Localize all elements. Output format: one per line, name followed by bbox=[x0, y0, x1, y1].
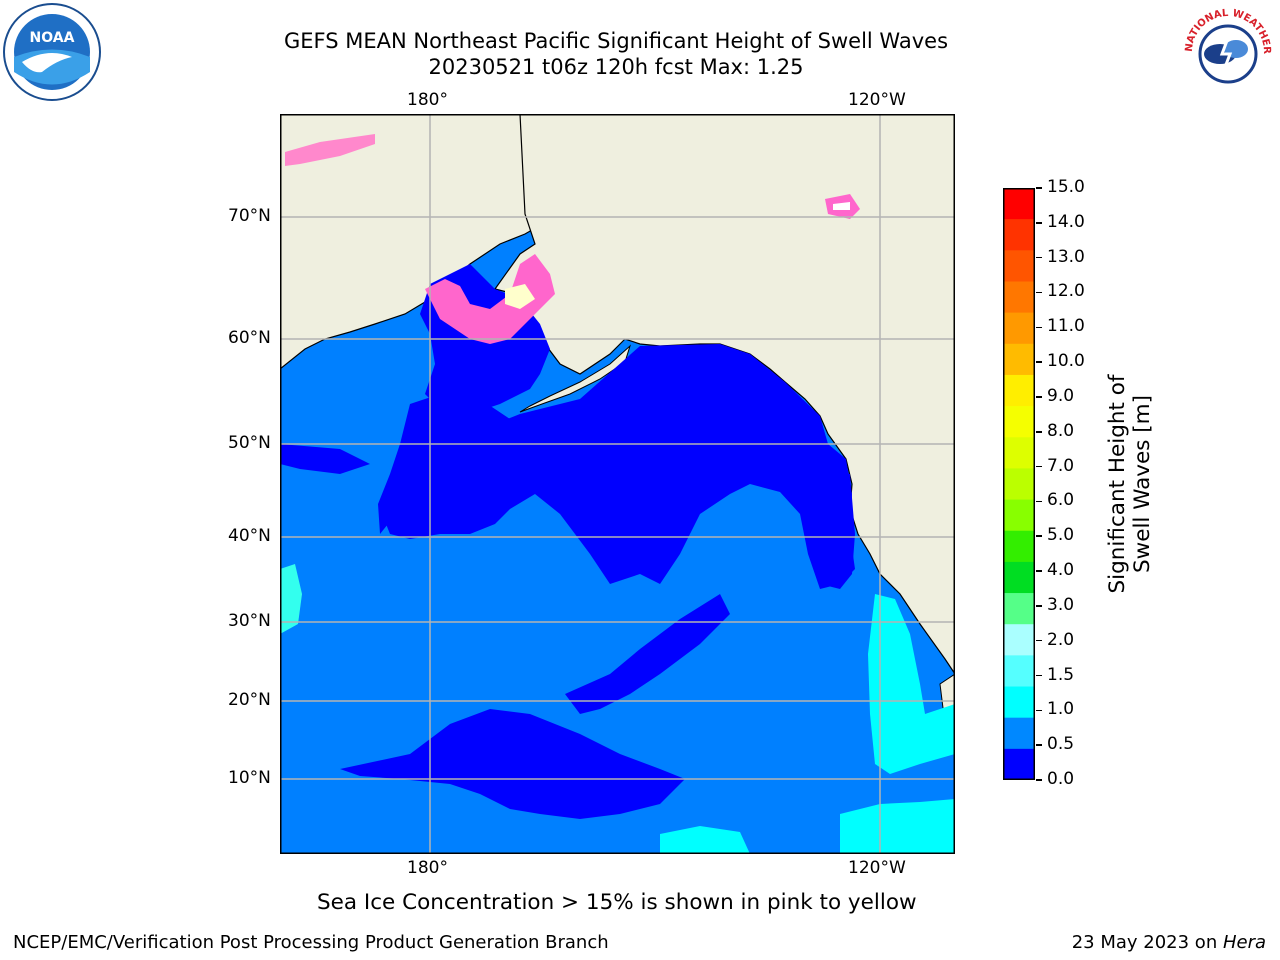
colorbar-tick-mark bbox=[1036, 326, 1042, 329]
colorbar-tick-label: 6.0 bbox=[1047, 490, 1075, 511]
lon-label-top-180: 180° bbox=[407, 90, 448, 110]
colorbar-tick-mark bbox=[1036, 744, 1042, 746]
colorbar-segment bbox=[1003, 748, 1035, 781]
sea-ice-bering bbox=[425, 254, 555, 344]
colorbar-tick-mark bbox=[1036, 222, 1042, 224]
colorbar-tick-label: 7.0 bbox=[1047, 455, 1075, 476]
region-tropical bbox=[340, 709, 685, 819]
colorbar-tick-mark bbox=[1036, 535, 1042, 537]
colorbar-tick-mark bbox=[1036, 431, 1042, 433]
colorbar-tick-label: 4.0 bbox=[1047, 560, 1075, 581]
sea-ice-bering-core bbox=[505, 284, 535, 309]
colorbar-segment bbox=[1003, 499, 1035, 532]
colorbar-segment bbox=[1003, 437, 1035, 469]
sea-ice-arctic bbox=[285, 134, 375, 166]
lon-label-top-120w: 120°W bbox=[848, 90, 906, 110]
colorbar-tick-mark bbox=[1036, 187, 1042, 189]
region-cyan-southeast bbox=[840, 799, 955, 854]
colorbar-segment bbox=[1003, 468, 1035, 501]
colorbar-segment bbox=[1003, 406, 1035, 438]
lat-label-20n: 20°N bbox=[228, 690, 271, 710]
colorbar-tick-label: 12.0 bbox=[1047, 281, 1085, 302]
lat-label-10n: 10°N bbox=[228, 768, 271, 788]
noaa-logo: NOAA bbox=[2, 2, 102, 102]
colorbar-tick-mark bbox=[1036, 500, 1042, 503]
footer-date-text: 23 May 2023 on bbox=[1071, 932, 1223, 953]
sea-ice-caption: Sea Ice Concentration > 15% is shown in … bbox=[317, 890, 917, 915]
region-cyan-south bbox=[660, 826, 750, 854]
land-ak-peninsula bbox=[519, 344, 632, 413]
lon-label-bottom-120w: 120°W bbox=[848, 858, 906, 878]
colorbar-tick-mark bbox=[1036, 779, 1042, 781]
colorbar-tick-mark bbox=[1036, 396, 1042, 398]
colorbar-ticks: 15.0 14.0 13.0 12.0 11.0 10.0 9.0 8.0 7.0 6.0 5.0 4… bbox=[1036, 177, 1096, 789]
colorbar-tick-mark bbox=[1036, 674, 1042, 677]
lon-label-bottom-180: 180° bbox=[407, 858, 448, 878]
colorbar-segment bbox=[1003, 593, 1035, 625]
region-cyan-west bbox=[280, 564, 302, 634]
footer-host: Hera bbox=[1222, 932, 1266, 953]
colorbar-label-text: Significant Height of Swell Waves [m] bbox=[1105, 374, 1155, 594]
colorbar-tick-mark bbox=[1036, 291, 1042, 294]
region-gulf-alaska bbox=[380, 344, 855, 589]
colorbar-tick-label: 1.0 bbox=[1047, 699, 1075, 720]
colorbar-tick-label: 14.0 bbox=[1047, 211, 1085, 232]
footer-credit: NCEP/EMC/Verification Post Processing Pr… bbox=[13, 932, 609, 953]
colorbar-segment bbox=[1003, 530, 1035, 563]
swell-height-map bbox=[279, 113, 956, 854]
colorbar-tick-label: 0.0 bbox=[1047, 769, 1075, 789]
colorbar-segment bbox=[1003, 374, 1035, 407]
colorbar-tick-label: 10.0 bbox=[1047, 351, 1085, 372]
colorbar bbox=[1003, 188, 1035, 781]
nws-logo: NATIONAL WEATHER SERVICE bbox=[1174, 0, 1278, 102]
colorbar-tick-mark bbox=[1036, 570, 1042, 572]
colorbar-tick-mark bbox=[1036, 639, 1042, 642]
colorbar-frame bbox=[1003, 188, 1035, 780]
lat-label-30n: 30°N bbox=[228, 611, 271, 631]
colorbar-tick-mark bbox=[1036, 605, 1042, 607]
colorbar-segment bbox=[1003, 686, 1035, 719]
map-frame bbox=[280, 114, 955, 854]
colorbar-segment bbox=[1003, 655, 1035, 688]
svg-text:NOAA: NOAA bbox=[30, 30, 75, 46]
region-subtropical bbox=[565, 594, 730, 714]
region-n-pacific bbox=[378, 394, 520, 534]
colorbar-tick-label: 9.0 bbox=[1047, 385, 1075, 406]
colorbar-tick-label: 5.0 bbox=[1047, 525, 1075, 546]
region-east-coastal bbox=[805, 464, 855, 589]
colorbar-tick-label: 3.0 bbox=[1047, 594, 1075, 615]
graticule bbox=[280, 114, 955, 854]
lat-label-60n: 60°N bbox=[228, 328, 271, 348]
colorbar-segment bbox=[1003, 312, 1035, 345]
colorbar-tick-mark bbox=[1036, 256, 1042, 259]
colorbar-tick-label: 0.5 bbox=[1047, 734, 1075, 755]
colorbar-tick-label: 15.0 bbox=[1047, 177, 1085, 197]
colorbar-tick-mark bbox=[1036, 361, 1042, 363]
lat-label-70n: 70°N bbox=[228, 206, 271, 226]
lat-label-40n: 40°N bbox=[228, 526, 271, 546]
colorbar-segment bbox=[1003, 624, 1035, 656]
colorbar-segment bbox=[1003, 281, 1035, 314]
colorbar-tick-mark bbox=[1036, 465, 1042, 468]
colorbar-segment bbox=[1003, 717, 1035, 750]
region-cyan-east bbox=[868, 594, 955, 774]
colorbar-tick-mark bbox=[1036, 709, 1042, 712]
region-west-50n bbox=[280, 444, 370, 474]
colorbar-segment bbox=[1003, 219, 1035, 251]
map-subtitle: 20230521 t06z 120h fcst Max: 1.25 bbox=[428, 55, 804, 79]
colorbar-segment bbox=[1003, 250, 1035, 282]
colorbar-tick-label: 2.0 bbox=[1047, 629, 1075, 650]
colorbar-segment bbox=[1003, 343, 1035, 376]
lat-label-50n: 50°N bbox=[228, 433, 271, 453]
colorbar-segment bbox=[1003, 188, 1035, 220]
map-title: GEFS MEAN Northeast Pacific Significant … bbox=[283, 29, 949, 53]
colorbar-tick-label: 13.0 bbox=[1047, 246, 1085, 267]
colorbar-tick-label: 1.5 bbox=[1047, 664, 1075, 685]
footer-date: 23 May 2023 on Hera bbox=[1072, 932, 1266, 953]
colorbar-tick-label: 8.0 bbox=[1047, 420, 1075, 441]
sea-ice-beaufort-core bbox=[833, 202, 850, 210]
colorbar-tick-label: 11.0 bbox=[1047, 316, 1085, 337]
colorbar-segment bbox=[1003, 561, 1035, 594]
